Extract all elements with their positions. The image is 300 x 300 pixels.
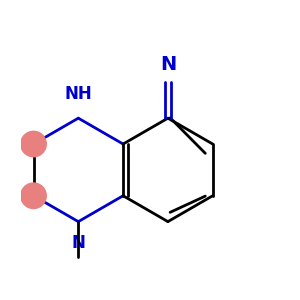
Circle shape xyxy=(21,183,46,208)
Text: NH: NH xyxy=(64,85,92,103)
Text: N: N xyxy=(160,56,176,74)
Circle shape xyxy=(21,131,46,157)
Text: N: N xyxy=(71,234,85,252)
